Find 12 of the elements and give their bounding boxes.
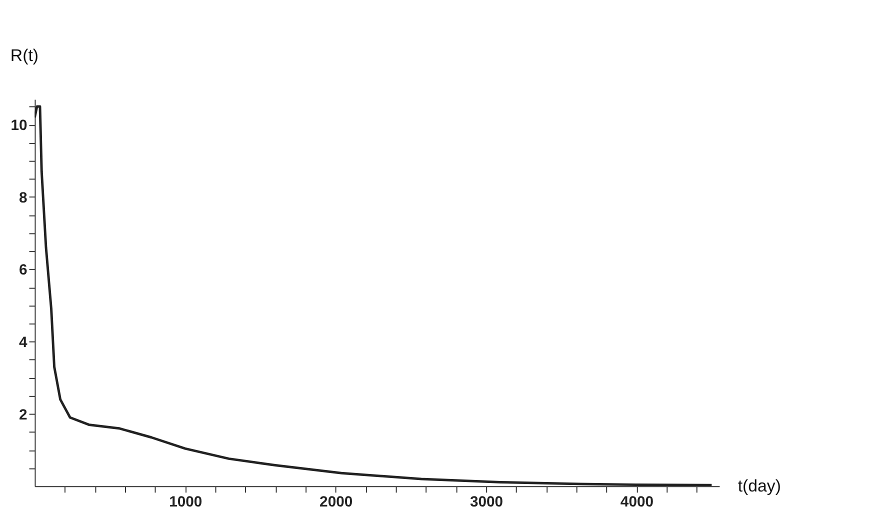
x-tick-label: 4000 xyxy=(620,494,654,511)
x-tick-label: 2000 xyxy=(320,494,353,511)
y-tick-label: 8 xyxy=(19,190,28,206)
x-tick-label: 1000 xyxy=(169,494,202,511)
x-tick-label: 3000 xyxy=(470,494,504,511)
line-series xyxy=(34,105,713,486)
y-axis-title: R(t) xyxy=(10,46,39,66)
x-axis-title: t(day) xyxy=(738,476,781,496)
y-tick-label: 4 xyxy=(19,335,28,352)
y-tick-label: 10 xyxy=(10,118,28,134)
y-tick-label: 2 xyxy=(19,407,28,424)
y-tick-label: 6 xyxy=(19,262,28,279)
